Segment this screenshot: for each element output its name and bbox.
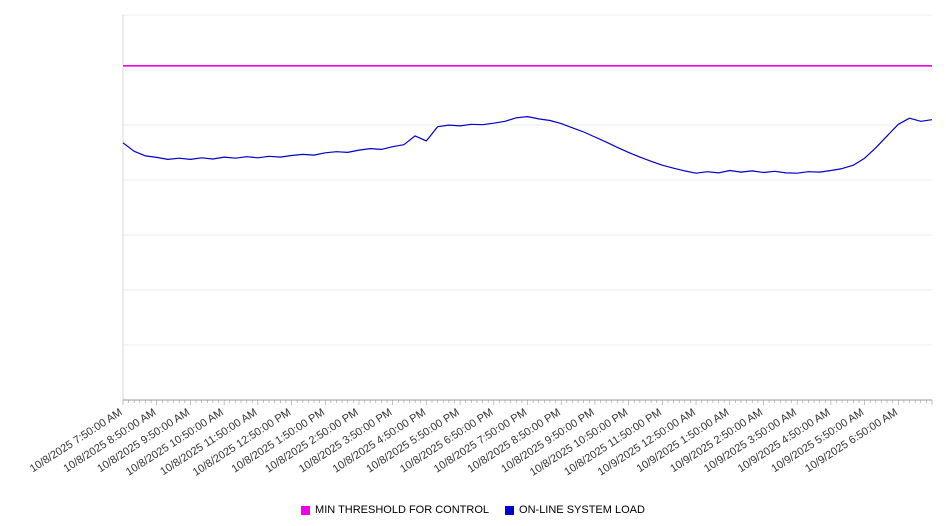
load-line [122, 115, 933, 174]
chart-container: 10/8/2025 7:50:00 AM 10/8/2025 8:50:00 AM… [28, 14, 933, 479]
legend-label-threshold: MIN THRESHOLD FOR CONTROL [315, 504, 490, 516]
chart-legend: MIN THRESHOLD FOR CONTROL ON-LINE SYSTEM… [0, 500, 946, 520]
legend-item-load[interactable]: ON-LINE SYSTEM LOAD [505, 504, 645, 516]
legend-swatch-threshold-icon [301, 505, 311, 515]
legend-label-load: ON-LINE SYSTEM LOAD [519, 504, 645, 516]
legend-swatch-load-icon [505, 505, 515, 515]
legend-item-threshold[interactable]: MIN THRESHOLD FOR CONTROL [301, 504, 489, 516]
